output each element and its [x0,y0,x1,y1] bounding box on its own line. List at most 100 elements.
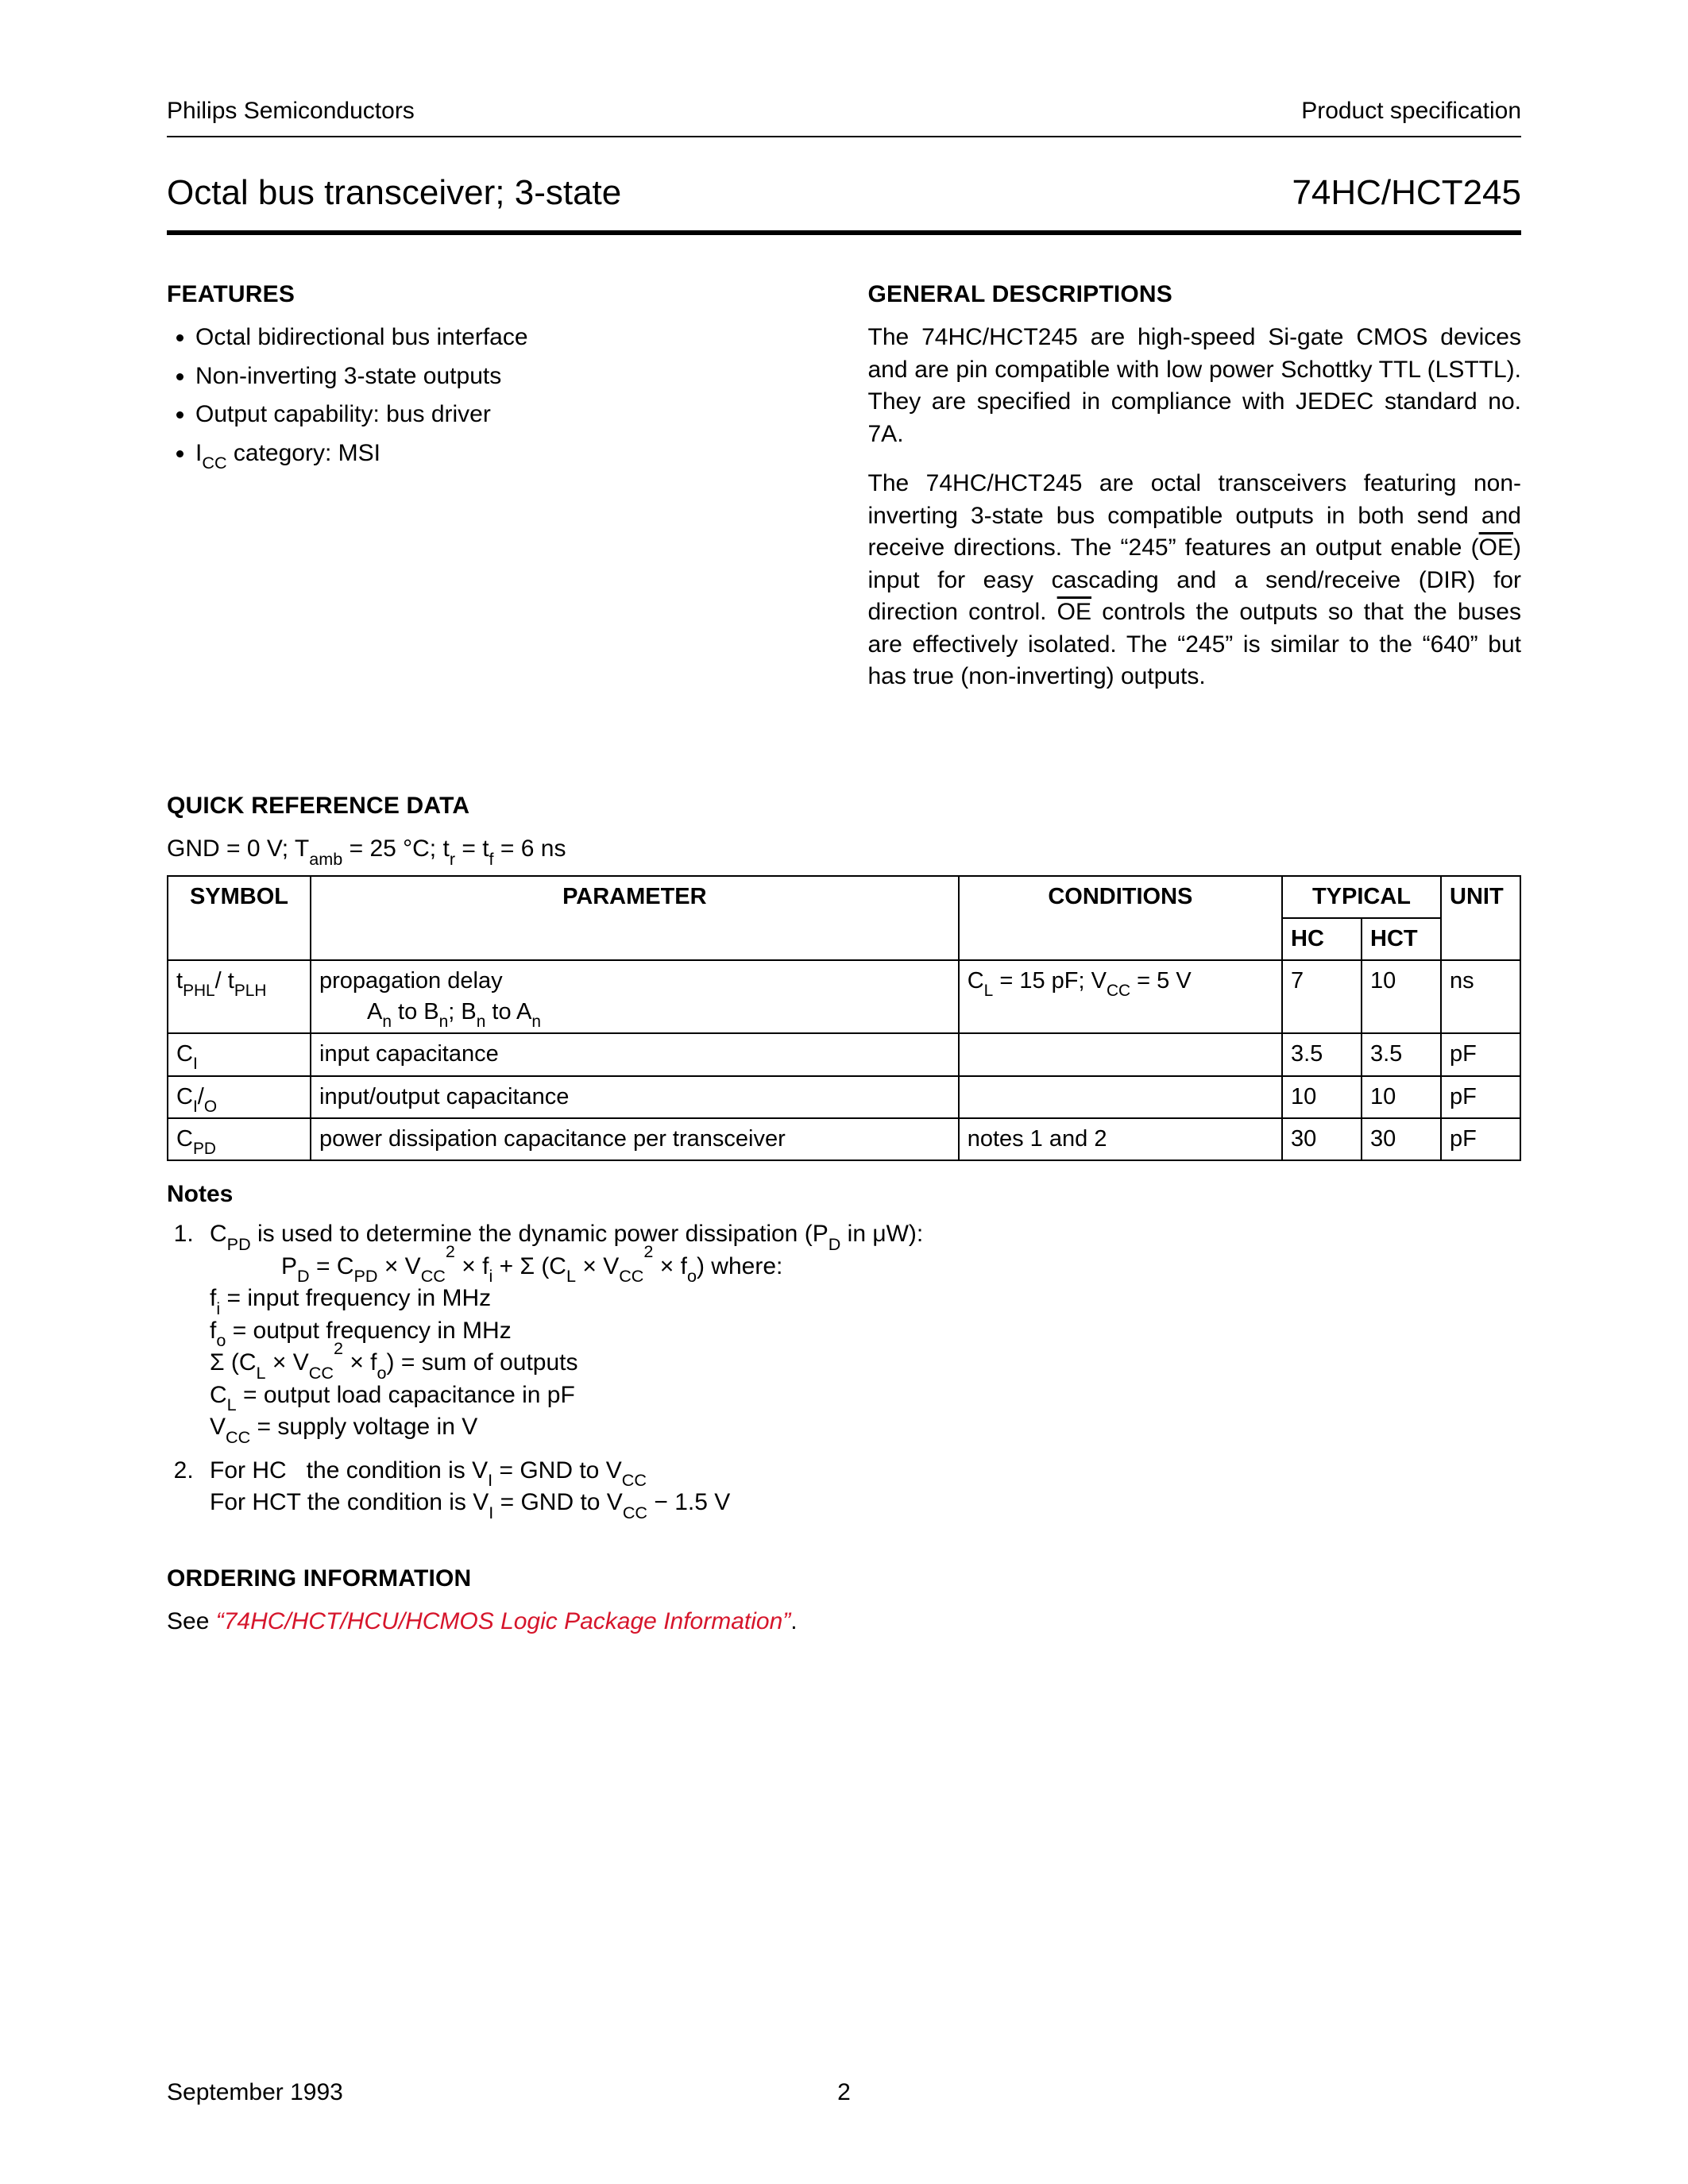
general-column: GENERAL DESCRIPTIONS The 74HC/HCT245 are… [868,279,1522,711]
qrd-section: QUICK REFERENCE DATA GND = 0 V; Tamb = 2… [167,790,1521,1638]
subscript: O [204,1098,217,1116]
table-row: CI input capacitance 3.5 3.5 pF [168,1033,1520,1075]
cell-hct: 10 [1362,1076,1441,1118]
text: category: MSI [227,440,380,466]
subscript: amb [309,849,342,869]
page-title: Octal bus transceiver; 3-state [167,169,621,216]
cell-parameter: power dissipation capacitance per transc… [311,1118,959,1160]
features-column: FEATURES Octal bidirectional bus interfa… [167,279,821,711]
text: = 25 °C; t [342,835,450,862]
text: × V [377,1253,420,1279]
subscript: i [216,1298,220,1318]
subscript: D [297,1266,310,1286]
subscript: I [193,1098,198,1116]
subscript: PLH [234,982,267,1000]
qrd-table: SYMBOL PARAMETER CONDITIONS TYPICAL UNIT… [167,875,1521,1161]
subscript: CC [622,1470,647,1490]
cell-symbol: CPD [168,1118,311,1160]
subscript: CC [619,1266,643,1286]
overbar-oe: OE [1057,599,1091,625]
subscript: I [488,1470,492,1490]
col-conditions: CONDITIONS [959,876,1282,960]
subscript: L [257,1363,266,1383]
col-unit: UNIT [1441,876,1520,960]
notes-heading: Notes [167,1179,1521,1211]
subscript: o [216,1330,226,1350]
text: × f [653,1253,687,1279]
subscript: PD [353,1266,377,1286]
text: = output load capacitance in pF [237,1382,575,1408]
text: = input frequency in MHz [220,1285,491,1311]
subscript: CC [226,1427,250,1447]
text: + Σ (C [492,1253,566,1279]
footer-page: 2 [837,2077,851,2109]
title-rule [167,230,1521,235]
superscript: 2 [643,1241,653,1261]
text: C [210,1382,227,1408]
cell-conditions [959,1076,1282,1118]
subscript: n [439,1013,449,1031]
col-parameter: PARAMETER [311,876,959,960]
cell-hc: 7 [1282,960,1362,1033]
text: = 5 V [1130,968,1192,994]
general-heading: GENERAL DESCRIPTIONS [868,279,1522,311]
feature-item: Non-inverting 3-state outputs [195,361,821,393]
note-line: VCC = supply voltage in V [210,1411,1521,1444]
subscript: D [829,1234,841,1254]
cell-conditions: notes 1 and 2 [959,1118,1282,1160]
notes-list: CPD is used to determine the dynamic pow… [167,1218,1521,1519]
cell-hc: 10 [1282,1076,1362,1118]
overbar-oe: OE [1479,534,1513,561]
qrd-heading: QUICK REFERENCE DATA [167,790,1521,823]
text: For HC the condition is V [210,1457,488,1484]
subscript: n [477,1013,486,1031]
ordering-link[interactable]: “74HC/HCT/HCU/HCMOS Logic Package Inform… [216,1608,791,1634]
company-name: Philips Semiconductors [167,95,415,128]
subscript: CC [309,1363,334,1383]
cell-symbol: CI [168,1033,311,1075]
cell-parameter: input capacitance [311,1033,959,1075]
text: in μW): [840,1221,923,1247]
text: ) = sum of outputs [387,1349,578,1376]
text: t [176,968,183,994]
text: . [790,1608,797,1634]
note-line: fi = input frequency in MHz [210,1283,1521,1315]
text: = 15 pF; V [993,968,1107,994]
text: = GND to V [492,1457,622,1484]
features-list: Octal bidirectional bus interface Non-in… [172,322,821,469]
ordering-text: See “74HC/HCT/HCU/HCMOS Logic Package In… [167,1606,1521,1638]
table-row: tPHL/ tPLH propagation delay An to Bn; B… [168,960,1520,1033]
text: For HCT the condition is V [210,1489,489,1515]
text: × f [343,1349,377,1376]
general-paragraph: The 74HC/HCT245 are high-speed Si-gate C… [868,322,1522,450]
subscript: PD [193,1140,216,1158]
feature-item: Octal bidirectional bus interface [195,322,821,354]
col-typical: TYPICAL [1282,876,1441,918]
cell-unit: ns [1441,960,1520,1033]
text: − 1.5 V [647,1489,730,1515]
subscript: L [227,1395,237,1414]
header-rule [167,136,1521,137]
text: C [968,968,984,994]
subscript: CC [623,1503,647,1522]
subscript: PD [227,1234,251,1254]
col-hct: HCT [1362,918,1441,960]
text: C [176,1126,193,1152]
subscript: CC [1107,982,1130,1000]
text: = C [310,1253,354,1279]
table-row: CI/O input/output capacitance 10 10 pF [168,1076,1520,1118]
general-paragraph: The 74HC/HCT245 are octal transceivers f… [868,468,1522,693]
text: = GND to V [493,1489,623,1515]
note-line: For HC the condition is VI = GND to VCC [210,1455,1521,1488]
subscript: PHL [183,982,215,1000]
cell-conditions [959,1033,1282,1075]
note-line: For HCT the condition is VI = GND to VCC… [210,1487,1521,1519]
cell-parameter: input/output capacitance [311,1076,959,1118]
text: GND = 0 V; T [167,835,309,862]
cell-hc: 3.5 [1282,1033,1362,1075]
cell-hct: 30 [1362,1118,1441,1160]
text: C [176,1041,193,1067]
note-line: fo = output frequency in MHz [210,1315,1521,1348]
text: See [167,1608,216,1634]
col-symbol: SYMBOL [168,876,311,960]
